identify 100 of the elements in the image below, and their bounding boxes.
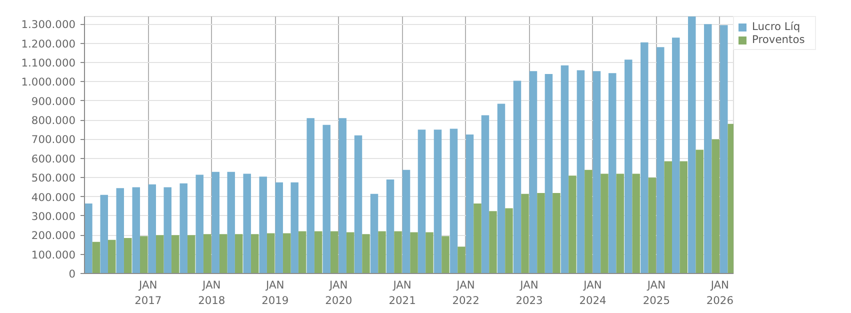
legend-label: Lucro Líq — [752, 20, 802, 33]
bar — [227, 172, 235, 274]
y-tick-label: 400.000 — [31, 190, 76, 204]
x-tick-label: JAN 2019 — [262, 278, 289, 308]
bar — [132, 187, 140, 274]
bar — [354, 135, 362, 274]
bar — [624, 60, 632, 274]
bar — [720, 25, 728, 274]
bar — [656, 47, 664, 274]
bar — [124, 238, 132, 274]
bar — [116, 188, 124, 274]
bar — [632, 174, 640, 274]
bar — [458, 246, 466, 274]
bar — [568, 176, 576, 274]
bar — [489, 211, 497, 274]
bar — [378, 231, 386, 274]
legend-label: Proventos — [752, 33, 806, 46]
bar — [640, 42, 648, 274]
bar — [148, 184, 156, 274]
x-tick-label: JAN 2022 — [452, 278, 480, 308]
bar — [410, 232, 418, 274]
bar — [314, 231, 322, 274]
bar — [338, 118, 346, 274]
x-tick-label: JAN 2024 — [579, 278, 607, 308]
bar — [552, 192, 560, 274]
bar — [219, 234, 228, 274]
bar — [497, 104, 506, 274]
x-tick-label: JAN 2018 — [198, 278, 226, 308]
bar — [434, 130, 442, 274]
bar — [164, 187, 172, 274]
bar — [576, 70, 585, 274]
bar — [108, 240, 116, 274]
bar — [234, 234, 243, 274]
bar — [418, 130, 426, 274]
bar — [584, 170, 592, 274]
y-tick-label: 500.000 — [31, 172, 76, 185]
bar — [616, 174, 624, 274]
bar — [426, 232, 434, 274]
bar — [282, 233, 291, 274]
bar — [696, 150, 704, 274]
x-tick-label: JAN 2025 — [642, 278, 670, 308]
x-tick-label: JAN 2026 — [706, 278, 734, 308]
bar — [537, 192, 545, 274]
y-tick-label: 800.000 — [31, 114, 76, 128]
bar — [266, 233, 275, 274]
bar — [680, 161, 688, 274]
bar — [298, 231, 306, 274]
y-tick-label: 100.000 — [31, 248, 76, 262]
bar — [442, 236, 450, 274]
y-tick-label: 1.000.000 — [21, 76, 76, 89]
bar — [664, 161, 672, 274]
y-tick-label: 1.200.000 — [21, 37, 76, 50]
bar — [592, 71, 601, 274]
bar — [521, 194, 529, 274]
y-tick-label: 1.100.000 — [21, 56, 76, 70]
bar — [290, 182, 298, 274]
bar — [140, 236, 148, 274]
bar — [92, 242, 100, 274]
bar — [481, 115, 490, 274]
bar — [544, 74, 553, 274]
bar — [394, 231, 402, 274]
bar — [171, 235, 180, 274]
y-tick-label: 300.000 — [31, 210, 76, 223]
bar — [212, 172, 220, 274]
bar — [466, 134, 474, 274]
bar — [529, 71, 538, 274]
bar — [370, 194, 378, 274]
y-tick-label: 0 — [68, 268, 76, 280]
bar — [513, 80, 522, 274]
bar — [100, 194, 108, 274]
x-tick-label: JAN 2020 — [325, 278, 352, 308]
x-tick-label: JAN 2023 — [516, 278, 543, 308]
bar — [608, 73, 616, 274]
bar — [330, 231, 338, 274]
bar — [402, 170, 410, 274]
bar — [362, 234, 370, 274]
bar — [322, 124, 330, 274]
bar — [505, 208, 513, 274]
bar — [600, 174, 608, 274]
y-tick-label: 200.000 — [31, 229, 76, 242]
x-tick-label: JAN 2021 — [388, 278, 416, 308]
bar — [250, 234, 259, 274]
bar — [648, 178, 656, 274]
y-tick-label: 1.300.000 — [21, 18, 76, 32]
bar — [704, 24, 712, 274]
bar — [196, 174, 204, 274]
bar — [156, 235, 164, 274]
bar — [560, 65, 569, 274]
bar — [474, 203, 482, 274]
y-tick-label: 600.000 — [31, 152, 76, 166]
y-tick-label: 900.000 — [31, 94, 76, 108]
bar — [306, 118, 314, 274]
bar — [187, 235, 196, 274]
x-tick-label: JAN 2017 — [134, 278, 162, 308]
bar — [672, 38, 680, 274]
bar — [712, 139, 720, 274]
bar — [243, 174, 251, 274]
bar — [84, 203, 92, 274]
bar — [203, 234, 212, 274]
bar — [450, 128, 458, 274]
